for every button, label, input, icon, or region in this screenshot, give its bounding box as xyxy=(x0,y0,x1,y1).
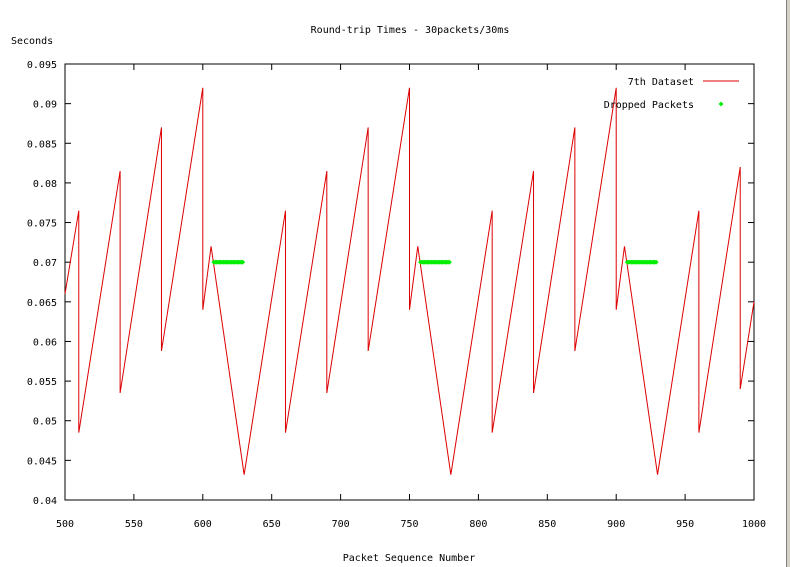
x-tick-label: 850 xyxy=(538,519,556,530)
x-tick-label: 900 xyxy=(607,519,625,530)
x-tick-label: 550 xyxy=(125,519,143,530)
y-axis-label: Seconds xyxy=(11,36,53,47)
y-tick-label: 0.065 xyxy=(27,298,57,309)
x-tick-label: 500 xyxy=(56,519,74,530)
y-tick-label: 0.085 xyxy=(27,139,57,150)
legend-label-dropped: Dropped Packets xyxy=(604,100,694,111)
x-tick-label: 750 xyxy=(400,519,418,530)
y-tick-label: 0.095 xyxy=(27,60,57,71)
y-tick-label: 0.06 xyxy=(33,337,57,348)
dropped-packet-point xyxy=(447,259,452,265)
x-tick-label: 600 xyxy=(194,519,212,530)
x-tick-label: 1000 xyxy=(742,519,766,530)
axis-ticks: 500 550 600 650 700 750 800 850 900 950 1000 0.04 0.… xyxy=(27,60,766,530)
x-tick-label: 950 xyxy=(676,519,694,530)
x-tick-label: 650 xyxy=(263,519,281,530)
legend-label-rtt: 7th Dataset xyxy=(628,77,694,88)
legend-swatch-dropped xyxy=(718,101,724,107)
y-tick-label: 0.07 xyxy=(33,258,57,269)
x-tick-label: 700 xyxy=(332,519,350,530)
y-tick-label: 0.055 xyxy=(27,377,57,388)
legend: 7th Dataset Dropped Packets xyxy=(604,77,739,111)
x-axis-label: Packet Sequence Number xyxy=(343,553,475,564)
x-tick-label: 800 xyxy=(469,519,487,530)
y-tick-label: 0.08 xyxy=(33,179,57,190)
y-tick-label: 0.075 xyxy=(27,219,57,230)
chart-title: Round-trip Times - 30packets/30ms xyxy=(311,25,510,36)
y-tick-label: 0.04 xyxy=(33,496,57,507)
dropped-packet-point xyxy=(653,259,659,265)
window-edge xyxy=(786,0,790,567)
rtt-series-line xyxy=(64,87,755,475)
y-tick-label: 0.05 xyxy=(33,417,57,428)
dropped-packet-point xyxy=(240,259,246,265)
series-layer xyxy=(64,87,755,475)
y-tick-label: 0.09 xyxy=(33,100,57,111)
y-tick-label: 0.045 xyxy=(27,456,57,467)
